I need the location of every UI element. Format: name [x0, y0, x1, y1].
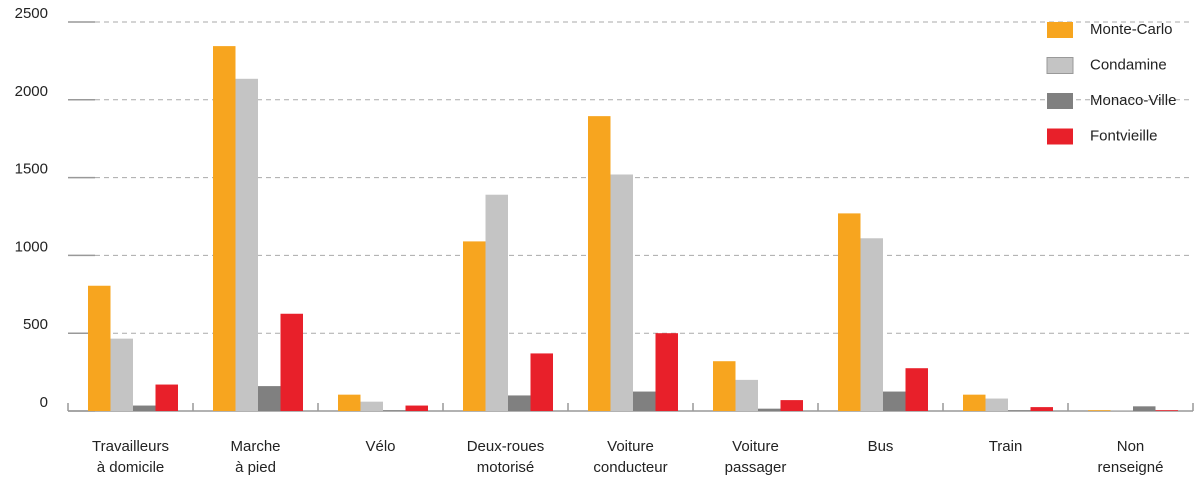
bar [155, 384, 178, 411]
bar [1110, 410, 1133, 411]
legend-swatch [1046, 57, 1074, 74]
bar [383, 410, 406, 411]
x-tick-label: Non renseigné [1098, 438, 1164, 476]
legend-label: Monaco-Ville [1090, 92, 1176, 109]
bar [405, 405, 428, 411]
bar [485, 194, 508, 411]
y-tick-label: 2000 [15, 83, 48, 100]
bar [1155, 410, 1178, 411]
bar [905, 368, 928, 411]
x-tick-label: Bus [868, 438, 894, 455]
bar [235, 78, 258, 411]
bar [213, 46, 236, 411]
bar [1088, 410, 1111, 411]
bar [280, 313, 303, 411]
y-tick-label: 0 [40, 394, 48, 411]
legend-label: Monte-Carlo [1090, 21, 1173, 38]
bar [883, 391, 906, 411]
x-tick-label: Voiture passager [725, 438, 787, 476]
bar [110, 338, 133, 411]
bar [860, 238, 883, 411]
bar [713, 361, 736, 411]
bar [360, 401, 383, 411]
bar [258, 386, 281, 411]
bar [633, 391, 656, 411]
bar [508, 395, 531, 411]
y-tick-label: 1500 [15, 161, 48, 178]
bar [963, 394, 986, 411]
bar [463, 241, 486, 411]
bar [133, 405, 156, 411]
bar [1008, 410, 1031, 411]
y-tick-label: 500 [23, 316, 48, 333]
x-tick-label: Vélo [365, 438, 395, 455]
bar [655, 333, 678, 411]
bar [780, 400, 803, 411]
x-tick-label: Travailleurs à domicile [92, 438, 169, 476]
y-tick-label: 1000 [15, 238, 48, 255]
legend-swatch [1047, 93, 1073, 109]
legend-label: Fontvieille [1090, 127, 1158, 144]
bar [588, 116, 611, 411]
bar [758, 408, 781, 411]
bar [838, 213, 861, 411]
bar [610, 174, 633, 411]
bar [985, 398, 1008, 411]
bar [88, 285, 111, 411]
bar [735, 379, 758, 411]
legend-swatch [1047, 128, 1073, 145]
x-tick-label: Train [989, 438, 1023, 455]
bar [1030, 407, 1053, 411]
bar [530, 353, 553, 411]
legend-label: Condamine [1090, 56, 1167, 73]
x-tick-label: Marche à pied [230, 438, 280, 476]
x-tick-label: Voiture conducteur [593, 438, 667, 476]
bar [338, 394, 361, 411]
legend-swatch [1047, 22, 1073, 38]
x-tick-label: Deux-roues motorisé [467, 438, 545, 476]
bar [1133, 406, 1156, 411]
y-tick-label: 2500 [15, 5, 48, 22]
